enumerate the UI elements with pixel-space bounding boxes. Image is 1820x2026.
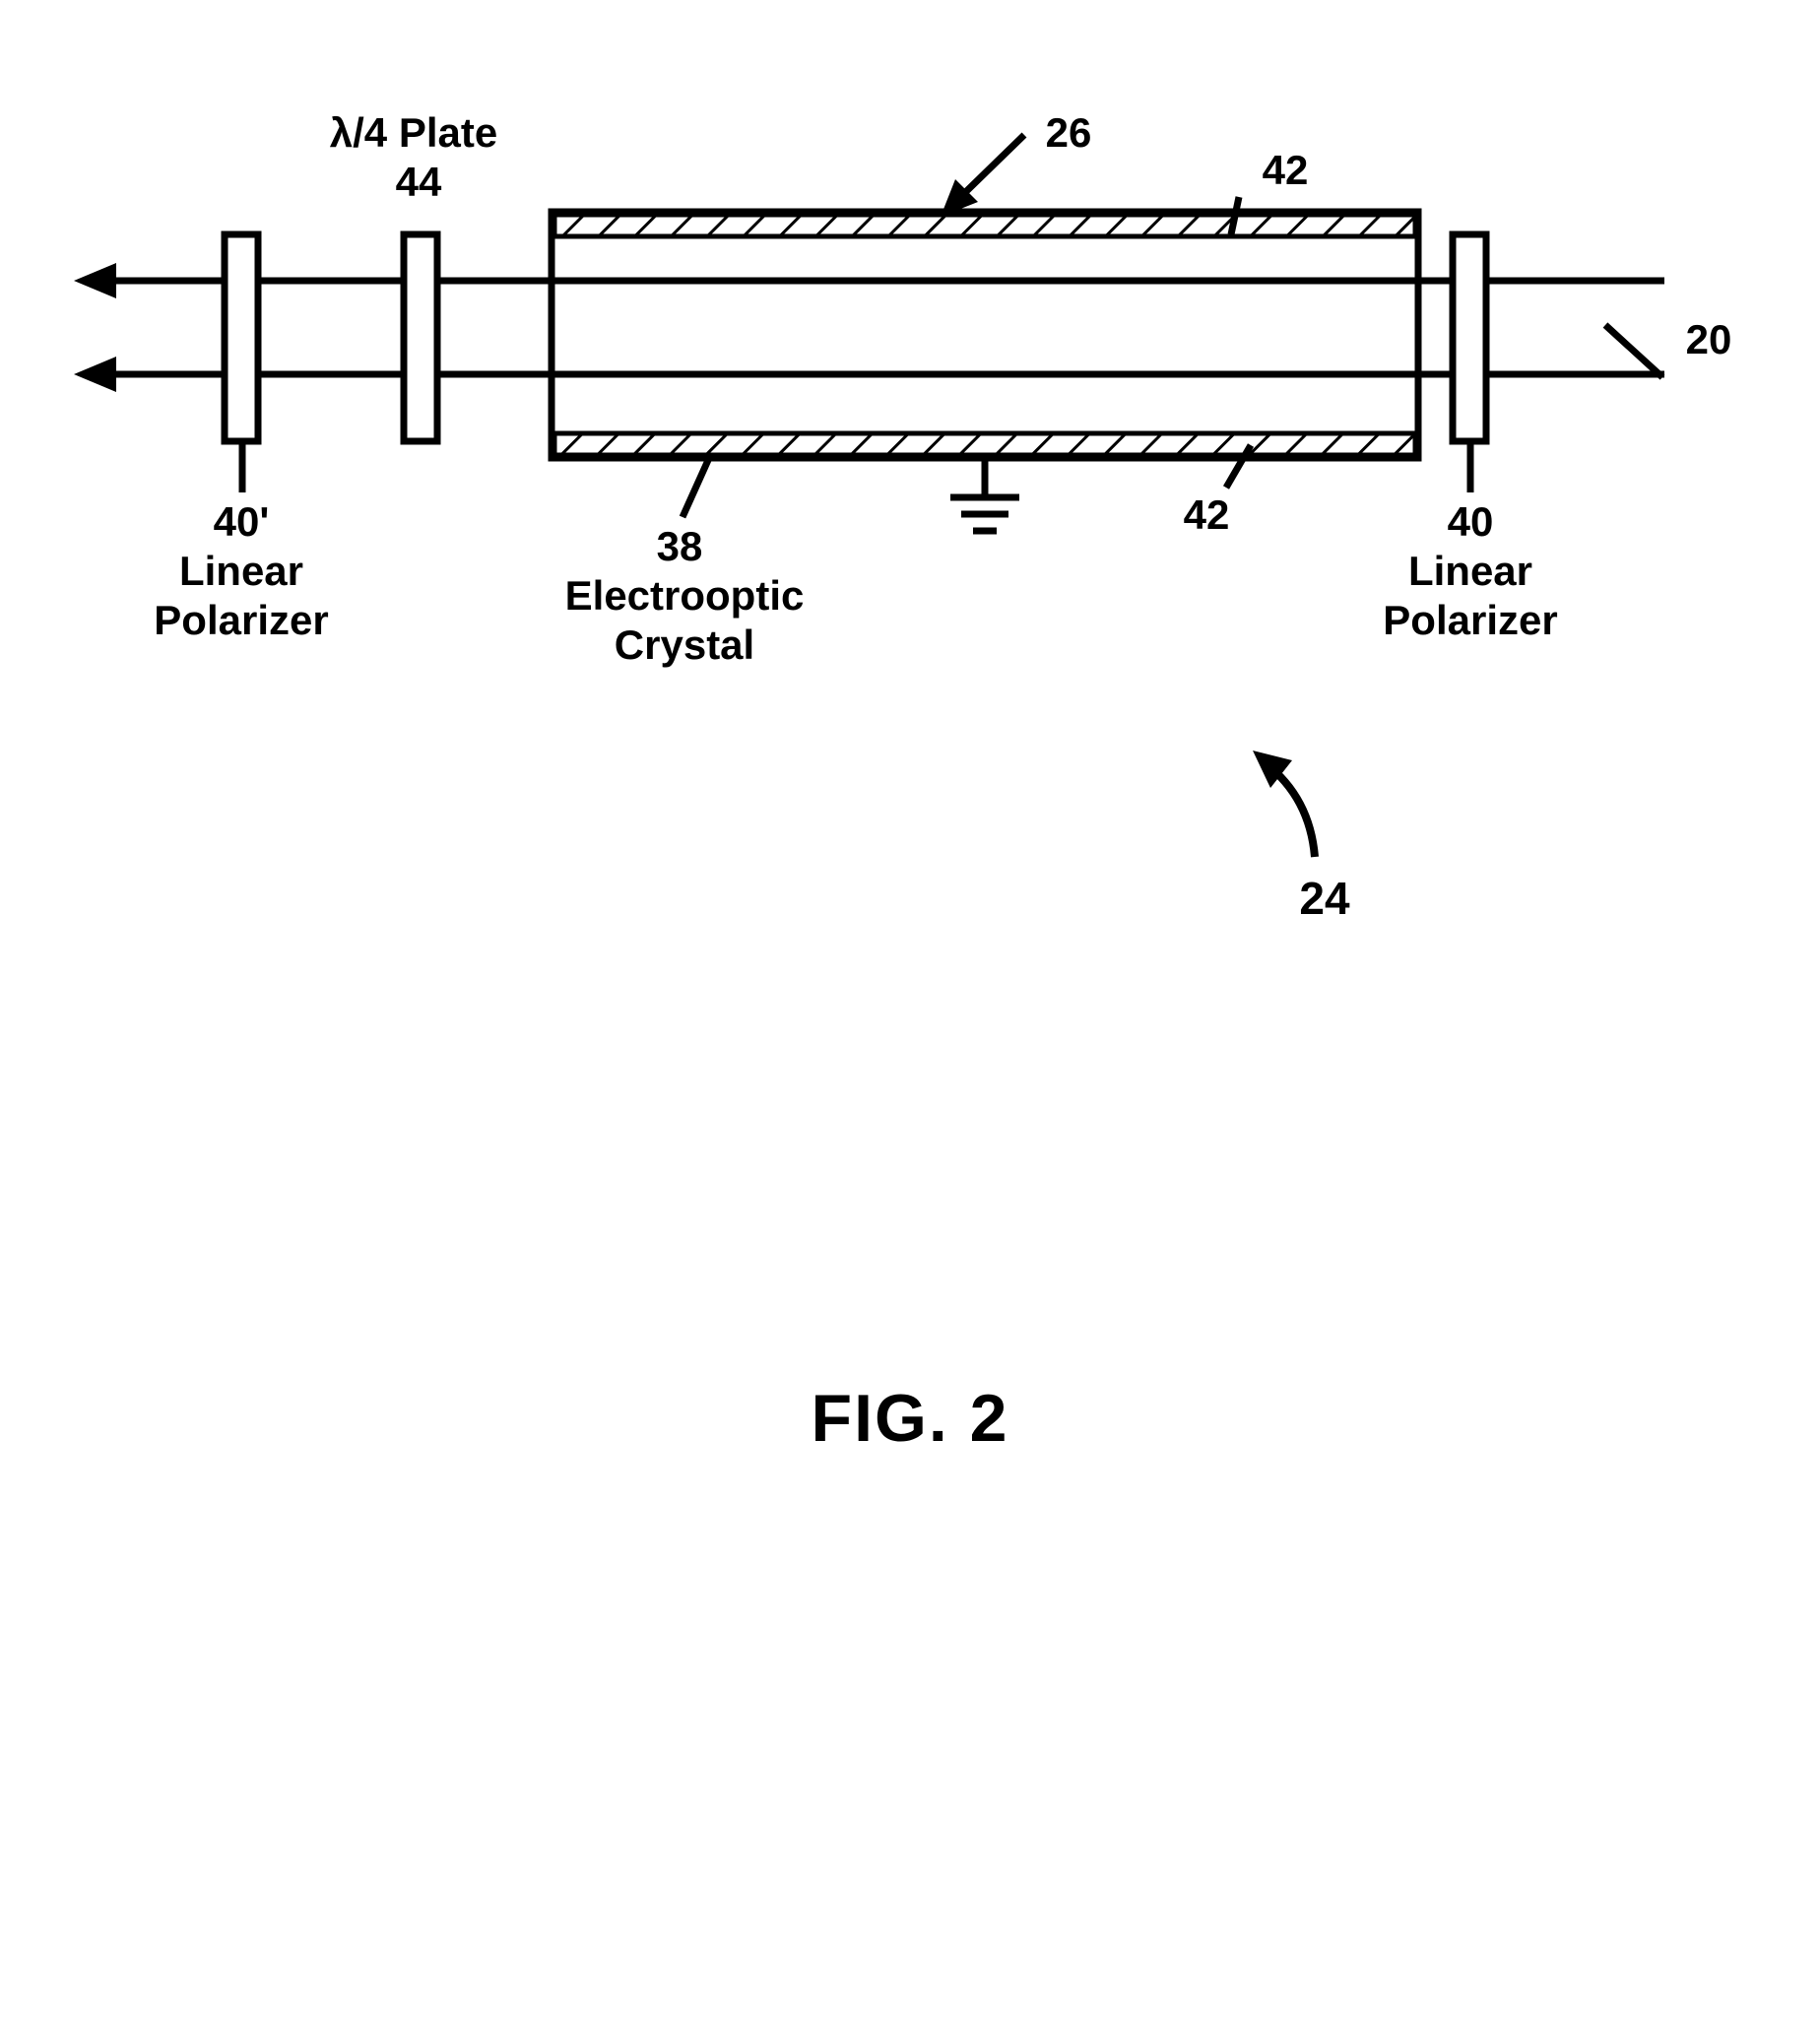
- quarter-plate-title-text: λ/4 Plate: [330, 109, 497, 156]
- ref-24-arrow: [1253, 751, 1315, 857]
- ref-42-top-text: 42: [1263, 147, 1309, 193]
- label-ref-42-bottom: 42: [1172, 490, 1241, 540]
- label-quarter-plate-ref: 44: [389, 158, 448, 207]
- label-linear-polarizer-left: Linear Polarizer: [138, 547, 345, 646]
- electrooptic-crystal: [552, 212, 1418, 458]
- ref-38-text: 38: [657, 523, 703, 569]
- lp-left-l2: Polarizer: [154, 597, 328, 643]
- figure-caption-text: FIG. 2: [812, 1381, 1009, 1456]
- ground-symbol: [950, 458, 1019, 531]
- linear-polarizer-left: [225, 234, 258, 441]
- lp-right-l1: Linear: [1408, 548, 1532, 594]
- ref-38-tick: [682, 458, 709, 517]
- ref-42-bottom-text: 42: [1184, 491, 1230, 538]
- lp-left-l1: Linear: [179, 548, 303, 594]
- ref-20-text: 20: [1686, 316, 1732, 362]
- label-ref-26: 26: [1034, 108, 1103, 158]
- label-ref-40: 40: [1436, 497, 1505, 547]
- diagram-container: λ/4 Plate 44 26 42 20 40' Linear Polariz…: [0, 0, 1820, 2026]
- ref-40prime-text: 40': [214, 498, 270, 545]
- quarter-wave-plate: [404, 234, 437, 441]
- linear-polarizer-right: [1453, 234, 1486, 441]
- label-linear-polarizer-right: Linear Polarizer: [1367, 547, 1574, 646]
- label-ref-42-top: 42: [1251, 146, 1320, 195]
- label-ref-24: 24: [1290, 872, 1359, 926]
- figure-caption: FIG. 2: [0, 1379, 1820, 1460]
- quarter-plate-ref-text: 44: [396, 159, 442, 205]
- diagram-svg: [0, 0, 1820, 2026]
- label-ref-40prime: 40': [197, 497, 286, 547]
- lp-right-l2: Polarizer: [1383, 597, 1557, 643]
- label-ref-38: 38: [645, 522, 714, 571]
- ref-20-tick: [1605, 325, 1662, 377]
- eo-l2: Crystal: [615, 621, 754, 668]
- ref-26-text: 26: [1046, 109, 1092, 156]
- eo-l1: Electrooptic: [565, 572, 805, 619]
- ref-26-arrow: [941, 135, 1024, 217]
- label-eo-crystal: Electrooptic Crystal: [547, 571, 822, 671]
- label-quarter-plate-title: λ/4 Plate: [310, 108, 517, 158]
- label-ref-20: 20: [1674, 315, 1743, 364]
- ref-24-text: 24: [1299, 873, 1349, 924]
- ref-40-text: 40: [1448, 498, 1494, 545]
